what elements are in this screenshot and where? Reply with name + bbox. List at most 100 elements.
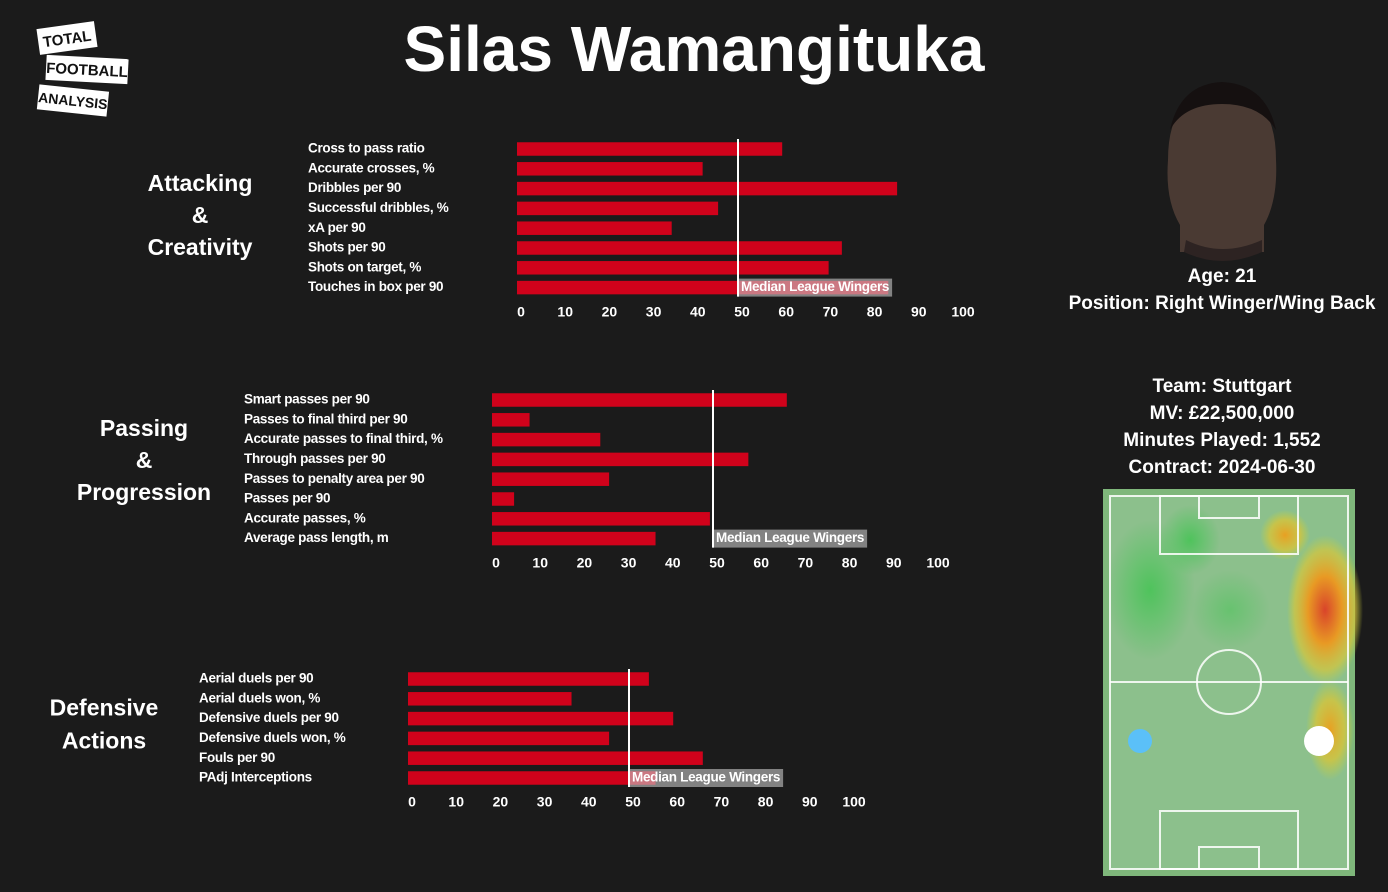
player-info: Contract: 2024-06-30 [1129,457,1316,478]
median-label-box [738,278,893,297]
logo-text: TOTAL [42,28,93,52]
x-tick-label: 90 [911,303,927,319]
section-title: Attacking [148,170,253,196]
x-tick-label: 20 [493,794,509,810]
x-tick-label: 10 [448,794,464,810]
section-title: Defensive [50,695,159,721]
logo: TOTAL FOOTBALL ANALYSIS [36,21,129,117]
x-tick-label: 80 [842,554,858,570]
x-tick-label: 0 [517,303,525,319]
category-label: Aerial duels per 90 [199,671,313,686]
logo-text: ANALYSIS [38,89,109,112]
bar [517,261,829,275]
x-tick-label: 10 [532,554,548,570]
category-label: Cross to pass ratio [308,141,425,156]
player-info: Minutes Played: 1,552 [1123,430,1320,451]
bar [408,672,649,686]
category-label: Shots on target, % [308,259,421,274]
x-tick-label: 40 [690,303,706,319]
section-title: Progression [77,479,211,505]
x-tick-label: 90 [886,554,902,570]
bar [492,512,710,526]
category-label: Aerial duels won, % [199,690,320,705]
x-tick-label: 0 [408,794,416,810]
player-info: Team: Stuttgart [1153,376,1293,397]
category-label: Passes to final third per 90 [244,411,407,426]
player-info: Position: Right Winger/Wing Back [1069,293,1376,314]
bar [517,241,842,255]
x-tick-label: 50 [625,794,641,810]
median-label: Median League Wingers [741,279,889,294]
bar [408,771,656,785]
bar [517,221,672,235]
section-title: Passing [100,415,188,441]
x-tick-label: 30 [646,303,662,319]
section-title: Actions [62,728,146,754]
bar [408,731,610,746]
category-label: Smart passes per 90 [244,392,370,407]
category-label: PAdj Interceptions [199,770,312,785]
x-tick-label: 100 [926,554,950,570]
median-label-box [629,769,784,787]
x-tick-label: 30 [537,794,553,810]
x-tick-label: 80 [758,794,774,810]
category-label: Accurate passes, % [244,510,366,525]
title: Silas Wamangituka [404,13,985,85]
x-tick-label: 30 [621,554,637,570]
bar [408,692,572,706]
x-tick-label: 70 [823,303,839,319]
bar [517,142,783,156]
bar [408,711,674,726]
section-title: & [136,447,153,473]
x-tick-label: 60 [669,794,685,810]
x-tick-label: 40 [665,554,681,570]
category-label: Through passes per 90 [244,451,386,466]
x-tick-label: 50 [734,303,750,319]
bar [492,413,530,427]
x-tick-label: 90 [802,794,818,810]
bar [517,162,703,176]
category-label: Dribbles per 90 [308,180,401,195]
x-tick-label: 100 [842,794,866,810]
category-label: Accurate crosses, % [308,160,435,175]
bar [492,531,656,546]
category-label: Fouls per 90 [199,750,275,765]
x-tick-label: 70 [714,794,730,810]
x-tick-label: 20 [602,303,618,319]
x-tick-label: 50 [709,554,725,570]
median-label: Median League Wingers [716,530,864,545]
x-tick-label: 60 [778,303,794,319]
category-label: xA per 90 [308,220,366,235]
category-label: Shots per 90 [308,240,385,255]
category-label: Defensive duels per 90 [199,710,339,725]
category-label: Passes to penalty area per 90 [244,471,424,486]
bar [517,201,719,216]
category-label: Passes per 90 [244,491,330,506]
category-label: Accurate passes to final third, % [244,431,443,446]
logo-text: FOOTBALL [46,60,128,81]
heatmap [1103,489,1363,876]
category-label: Touches in box per 90 [308,279,443,294]
bar [492,492,515,506]
x-tick-label: 60 [753,554,769,570]
x-tick-label: 0 [492,554,500,570]
x-tick-label: 70 [798,554,814,570]
bar [492,452,749,467]
player-info: Age: 21 [1188,266,1257,287]
category-label: Defensive duels won, % [199,730,346,745]
bar [492,393,787,407]
median-label-box [713,529,868,548]
section-title: Creativity [148,234,253,260]
category-label: Average pass length, m [244,530,389,545]
player-info: MV: £22,500,000 [1150,403,1295,424]
category-label: Successful dribbles, % [308,200,449,215]
median-label: Median League Wingers [632,770,780,785]
bar [517,181,898,196]
x-tick-label: 40 [581,794,597,810]
x-tick-label: 80 [867,303,883,319]
bar [492,432,601,447]
section-title: & [192,202,209,228]
x-tick-label: 100 [951,303,975,319]
x-tick-label: 20 [577,554,593,570]
